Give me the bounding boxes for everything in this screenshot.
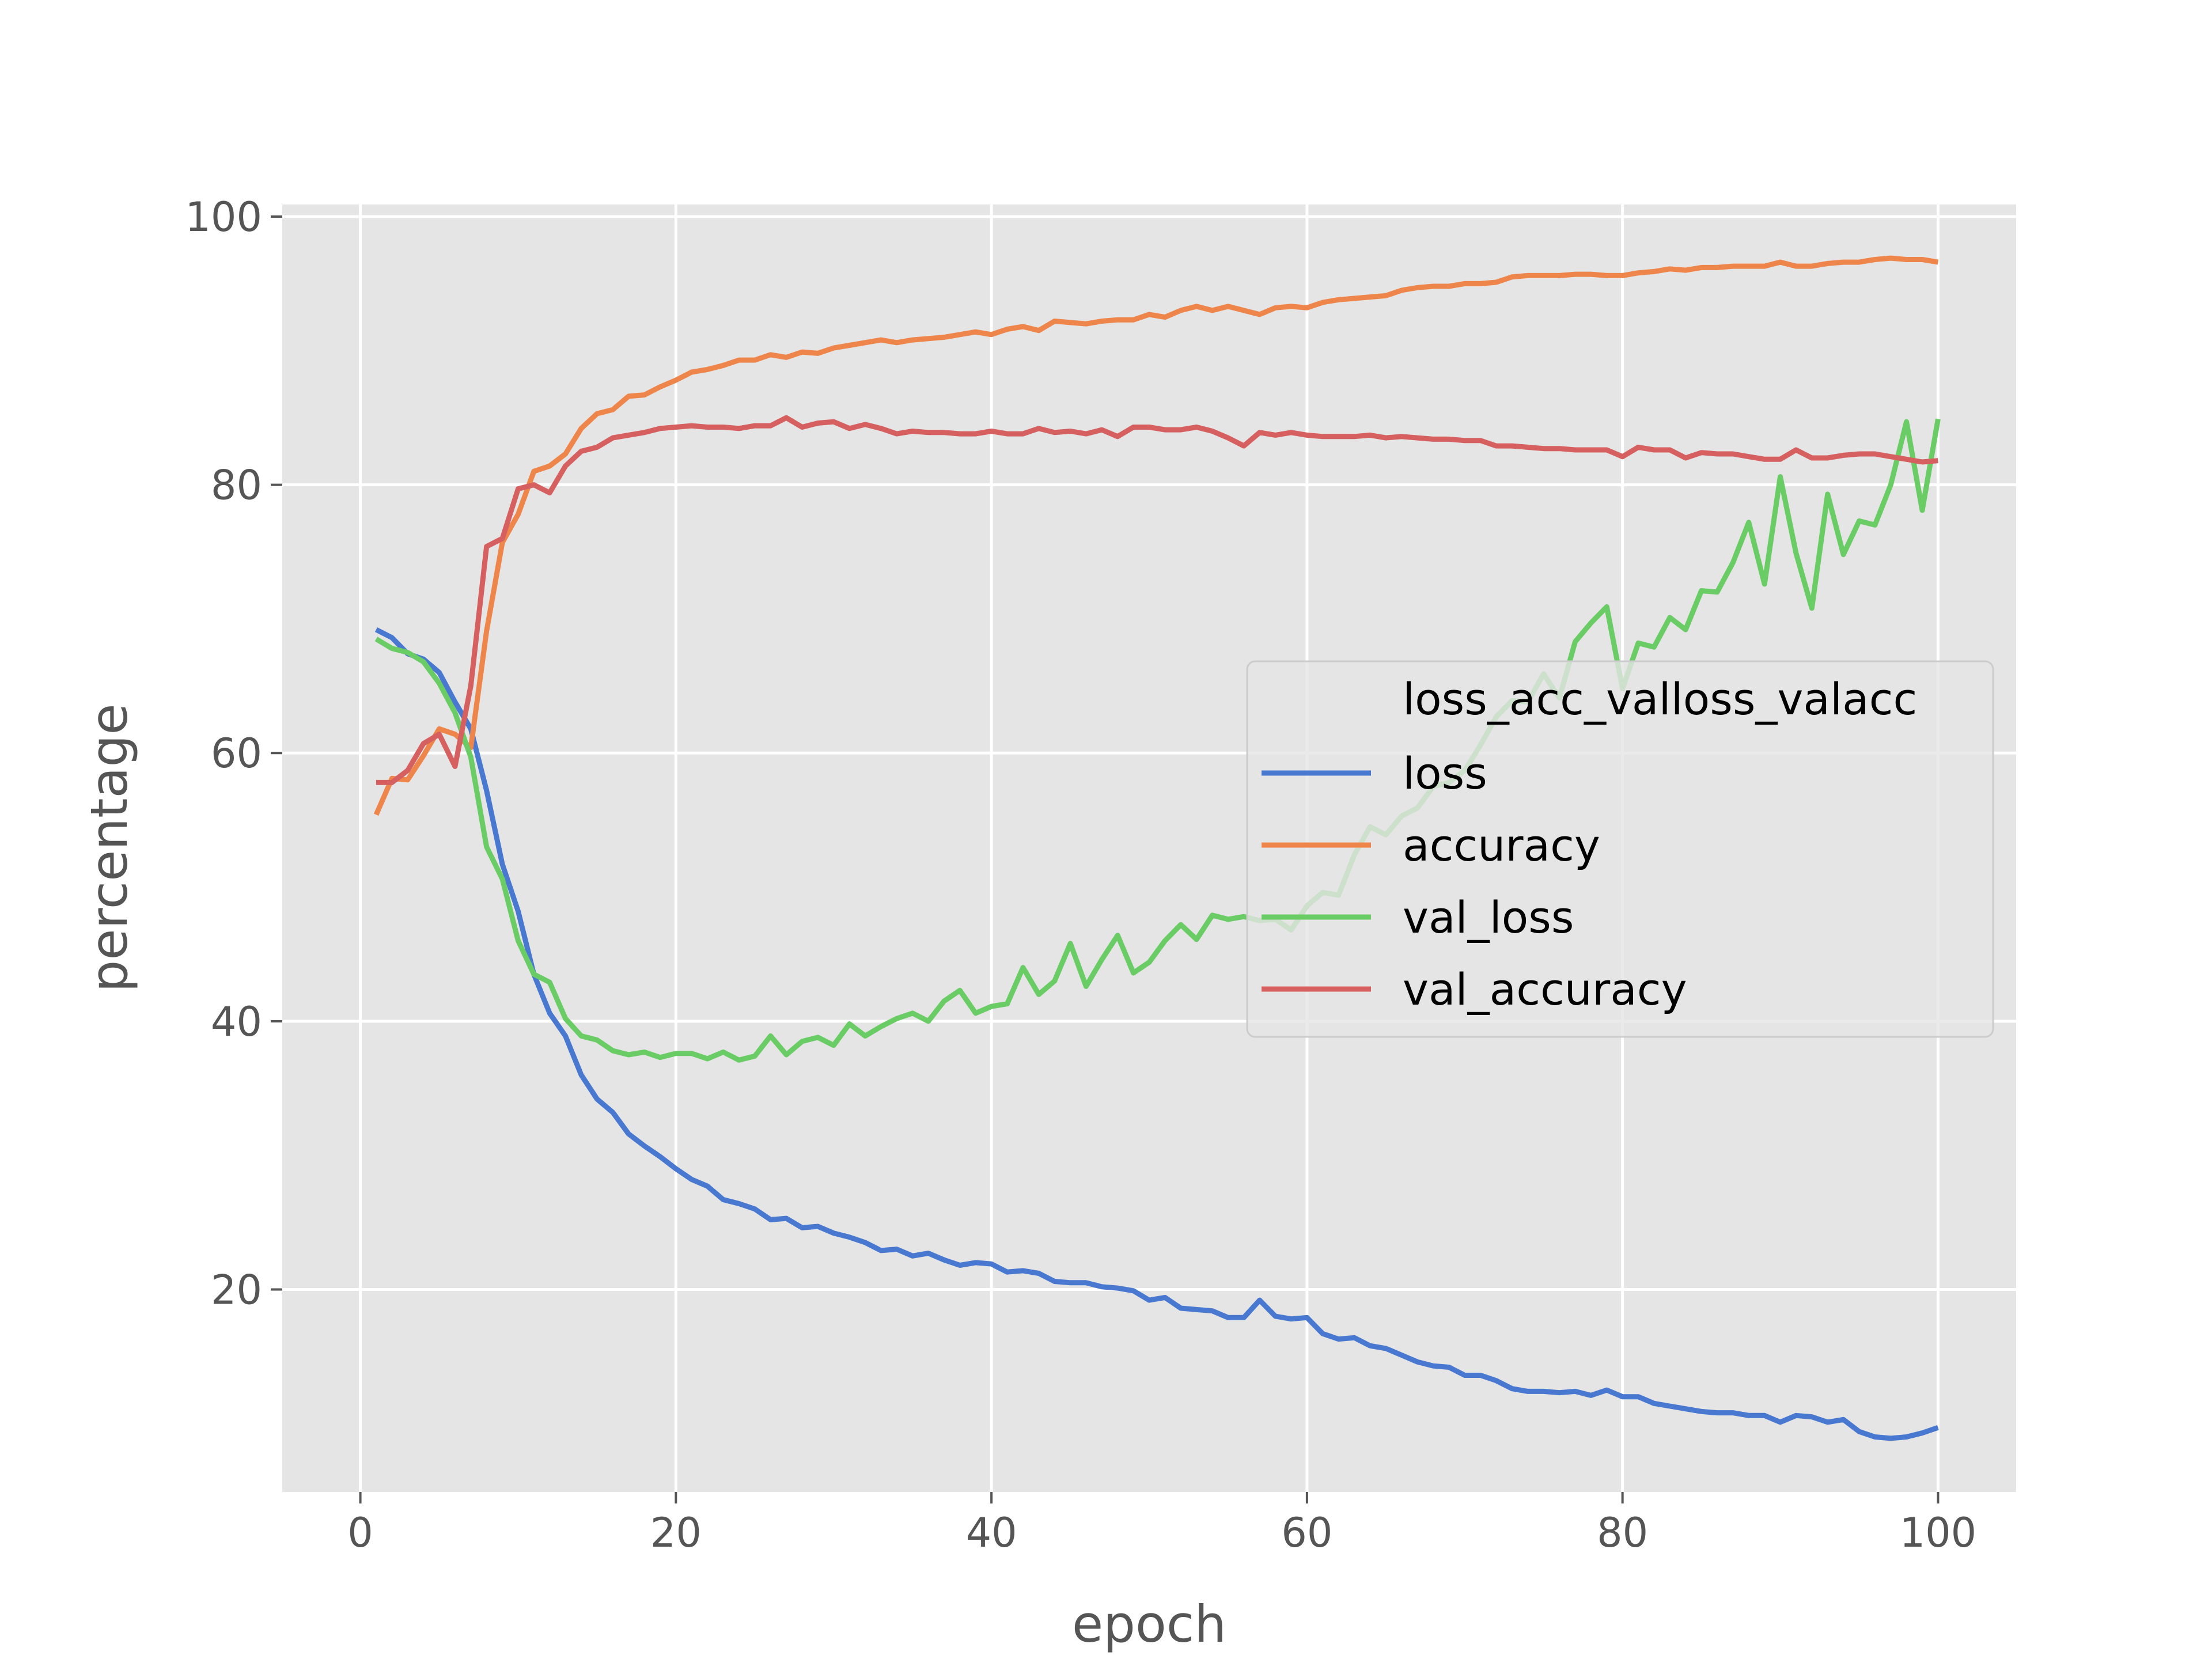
x-tick-label: 40: [966, 1509, 1017, 1556]
ticks: 0 20 40 60 80 100 20 40 60 80 100: [185, 194, 1976, 1556]
x-tick-label: 80: [1597, 1509, 1648, 1556]
x-tick-label: 100: [1900, 1509, 1977, 1556]
series-line-accuracy: [373, 255, 1939, 816]
legend-label-loss: loss: [1403, 748, 1487, 799]
legend-box: [1246, 660, 1994, 1038]
series-line-loss: [374, 627, 1939, 1441]
y-tick-label: 80: [211, 462, 262, 509]
legend-entries: loss accuracy val_loss val_accuracy: [1262, 748, 1687, 1015]
y-tick-label: 100: [185, 194, 262, 241]
x-axis-label: epoch: [1072, 1594, 1226, 1654]
x-tick-label: 60: [1281, 1509, 1332, 1556]
legend-label-val-loss: val_loss: [1403, 892, 1574, 943]
series-group: [373, 255, 1941, 1441]
y-tick-label: 60: [211, 730, 262, 777]
y-tick-label: 20: [211, 1266, 262, 1313]
legend-label-accuracy: accuracy: [1403, 820, 1600, 871]
series-line-val-accuracy: [376, 415, 1938, 785]
legend-label-val-accuracy: val_accuracy: [1403, 964, 1687, 1015]
x-tick-label: 0: [347, 1509, 373, 1556]
legend: loss_acc_valloss_valacc loss accuracy val_…: [1246, 660, 1994, 1038]
series-line-val-loss: [374, 418, 1941, 1063]
legend-title: loss_acc_valloss_valacc: [1403, 673, 1917, 725]
y-axis-label: percentage: [79, 704, 139, 993]
y-tick-label: 40: [211, 998, 262, 1046]
x-tick-label: 20: [650, 1509, 702, 1556]
